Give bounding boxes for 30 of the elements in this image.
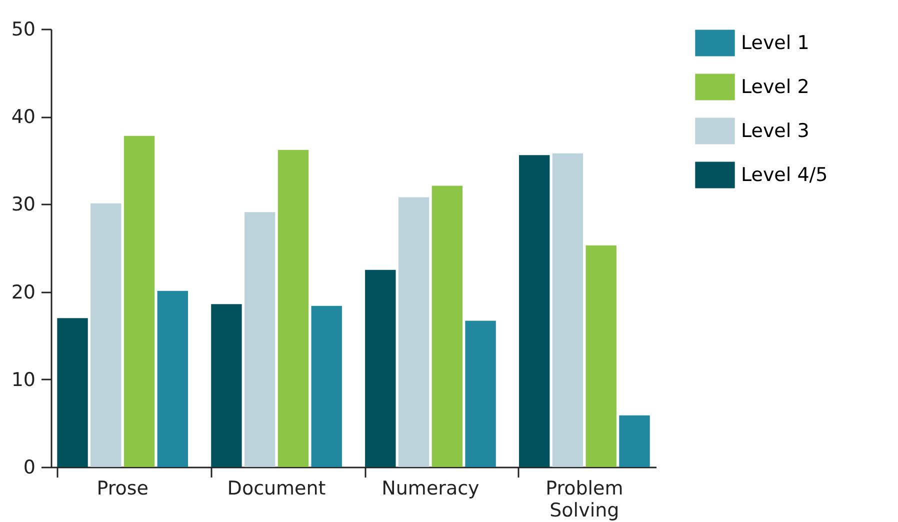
y-tick-label: 20 (11, 281, 36, 304)
bar (57, 318, 88, 467)
bar (518, 155, 550, 467)
y-tick-label: 30 (11, 194, 36, 216)
legend-label: Level 1 (741, 32, 810, 54)
legend-label: Level 4/5 (741, 164, 828, 186)
y-tick-label: 0 (23, 456, 36, 478)
bar (586, 245, 616, 467)
bar (90, 203, 122, 467)
bar (619, 415, 650, 467)
legend-label: Level 3 (741, 120, 810, 142)
bar (244, 212, 276, 467)
y-tick-label: 50 (11, 18, 36, 40)
bar (311, 306, 342, 467)
bar (432, 186, 463, 467)
legend-label: Level 2 (741, 76, 810, 98)
bar (552, 153, 584, 467)
y-tick-label: 40 (11, 106, 36, 128)
x-tick-label: Prose (96, 478, 148, 500)
bar (465, 320, 496, 467)
bar (211, 304, 242, 467)
bar (398, 197, 430, 467)
bar (365, 270, 396, 467)
x-tick-label: Document (227, 478, 326, 500)
y-tick-label: 10 (11, 368, 36, 391)
x-tick-label: Numeracy (382, 478, 480, 500)
bar (157, 290, 188, 467)
bar (124, 136, 155, 467)
x-tick-label: Problem Solving (546, 478, 624, 522)
bar (278, 150, 309, 467)
